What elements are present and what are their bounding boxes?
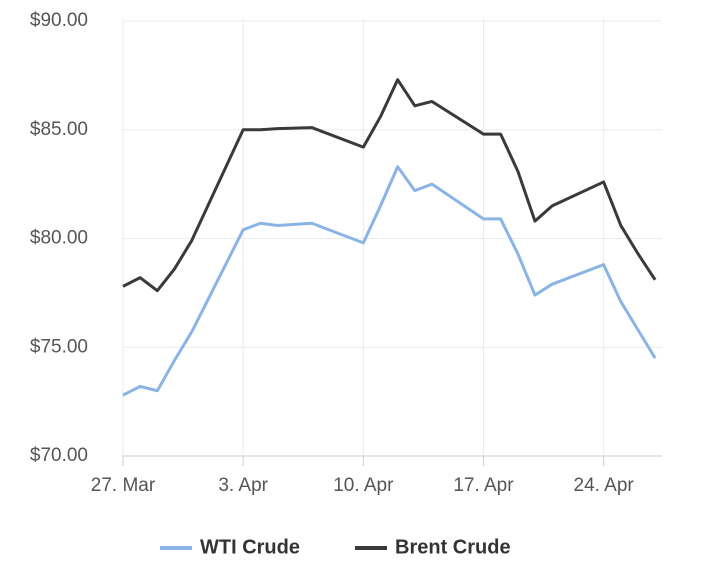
series-line: [122, 78, 657, 293]
x-tick-label: 10. Apr: [333, 475, 394, 496]
y-tick-label: $90.00: [30, 10, 88, 31]
y-tick-label: $75.00: [30, 336, 88, 357]
y-tick-label: $85.00: [30, 119, 88, 140]
x-tick-label: 3. Apr: [218, 475, 268, 496]
y-tick-label: $80.00: [30, 228, 88, 249]
y-tick-label: $70.00: [30, 445, 88, 466]
legend-label: Brent Crude: [395, 536, 511, 558]
series-line: [122, 165, 657, 397]
legend-label: WTI Crude: [200, 536, 300, 558]
x-tick-label: 24. Apr: [574, 475, 635, 496]
x-tick-label: 17. Apr: [453, 475, 514, 496]
x-tick-label: 27. Mar: [91, 475, 156, 496]
